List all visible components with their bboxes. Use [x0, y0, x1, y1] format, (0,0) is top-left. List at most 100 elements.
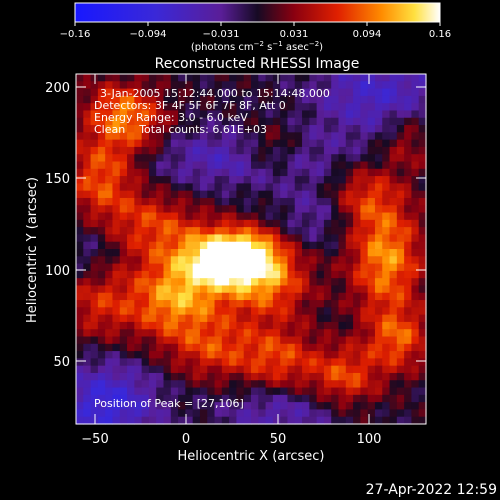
- heatmap-cell: [367, 110, 376, 119]
- heatmap-cell: [309, 263, 318, 272]
- heatmap-cell: [134, 394, 143, 403]
- heatmap-cell: [345, 351, 354, 359]
- heatmap-cell: [389, 190, 398, 199]
- heatmap-cell: [294, 336, 303, 345]
- heatmap-cell: [192, 176, 201, 184]
- heatmap-cell: [229, 285, 238, 294]
- heatmap-cell: [207, 212, 216, 221]
- heatmap-cell: [207, 81, 216, 90]
- heatmap-cell: [214, 394, 223, 403]
- heatmap-cell: [382, 307, 391, 316]
- heatmap-cell: [83, 300, 92, 308]
- heatmap-cell: [287, 234, 296, 243]
- heatmap-cell: [404, 263, 413, 272]
- heatmap-cell: [134, 176, 143, 184]
- heatmap-cell: [141, 103, 150, 112]
- heatmap-cell: [396, 387, 405, 396]
- heatmap-cell: [119, 139, 128, 148]
- heatmap-cell: [367, 249, 376, 257]
- heatmap-cell: [178, 270, 186, 279]
- heatmap-cell: [185, 351, 194, 359]
- heatmap-cell: [360, 168, 369, 177]
- heatmap-cell: [302, 95, 310, 104]
- heatmap-cell: [345, 300, 354, 308]
- heatmap-cell: [178, 139, 186, 148]
- heatmap-cell: [236, 314, 245, 323]
- heatmap-cell: [309, 270, 318, 279]
- heatmap-cell: [170, 292, 179, 301]
- heatmap-cell: [112, 365, 121, 374]
- heatmap-cell: [251, 372, 259, 381]
- heatmap-cell: [156, 343, 165, 352]
- heatmap-cell: [287, 95, 296, 104]
- heatmap-cell: [156, 168, 165, 177]
- heatmap-cell: [265, 168, 274, 177]
- heatmap-cell: [302, 329, 310, 338]
- heatmap-cell: [287, 336, 296, 345]
- heatmap-cell: [221, 110, 230, 119]
- heatmap-cell: [251, 285, 259, 294]
- heatmap-cell: [309, 81, 318, 90]
- heatmap-cell: [258, 241, 267, 250]
- heatmap-cell: [127, 365, 135, 374]
- heatmap-cell: [389, 394, 398, 403]
- heatmap-cell: [243, 117, 252, 126]
- heatmap-cell: [221, 132, 230, 141]
- heatmap-cell: [97, 176, 106, 184]
- heatmap-cell: [280, 88, 289, 97]
- heatmap-cell: [309, 219, 318, 228]
- heatmap-cell: [236, 234, 245, 243]
- heatmap-cell: [134, 103, 143, 112]
- heatmap-cell: [199, 387, 208, 396]
- heatmap-cell: [396, 168, 405, 177]
- heatmap-cell: [353, 372, 361, 381]
- heatmap-cell: [345, 110, 354, 119]
- heatmap-cell: [221, 183, 230, 192]
- heatmap-cell: [76, 336, 84, 345]
- heatmap-cell: [331, 409, 340, 418]
- heatmap-cell: [207, 256, 216, 265]
- heatmap-cell: [185, 205, 194, 214]
- heatmap-cell: [411, 234, 420, 243]
- heatmap-cell: [294, 387, 303, 396]
- heatmap-cell: [345, 74, 354, 82]
- heatmap-cell: [302, 103, 310, 112]
- heatmap-cell: [331, 278, 340, 287]
- heatmap-cell: [90, 263, 99, 272]
- heatmap-cell: [170, 132, 179, 141]
- heatmap-cell: [141, 197, 150, 206]
- heatmap-cell: [90, 402, 99, 411]
- heatmap-cell: [302, 285, 310, 294]
- heatmap-cell: [156, 314, 165, 323]
- heatmap-cell: [287, 307, 296, 316]
- heatmap-cell: [148, 88, 157, 97]
- heatmap-cell: [294, 227, 303, 236]
- heatmap-cell: [302, 176, 310, 184]
- heatmap-cell: [294, 292, 303, 301]
- heatmap-cell: [265, 74, 274, 82]
- heatmap-cell: [192, 372, 201, 381]
- heatmap-cell: [389, 263, 398, 272]
- heatmap-cell: [229, 234, 238, 243]
- heatmap-cell: [207, 154, 216, 163]
- heatmap-cell: [382, 256, 391, 265]
- heatmap-cell: [214, 263, 223, 272]
- heatmap-cell: [345, 139, 354, 148]
- heatmap-cell: [316, 227, 325, 236]
- heatmap-cell: [127, 263, 135, 272]
- heatmap-cell: [316, 300, 325, 308]
- heatmap-cell: [251, 161, 259, 170]
- heatmap-cell: [404, 125, 413, 133]
- heatmap-cell: [243, 183, 252, 192]
- heatmap-cell: [214, 183, 223, 192]
- heatmap-cell: [163, 300, 172, 308]
- heatmap-cell: [90, 300, 99, 308]
- heatmap-cell: [309, 95, 318, 104]
- heatmap-cell: [236, 278, 245, 287]
- heatmap-cell: [331, 176, 340, 184]
- heatmap-cell: [272, 292, 281, 301]
- heatmap-cell: [192, 307, 201, 316]
- heatmap-cell: [316, 321, 325, 330]
- heatmap-cell: [389, 81, 398, 90]
- heatmap-cell: [178, 416, 186, 425]
